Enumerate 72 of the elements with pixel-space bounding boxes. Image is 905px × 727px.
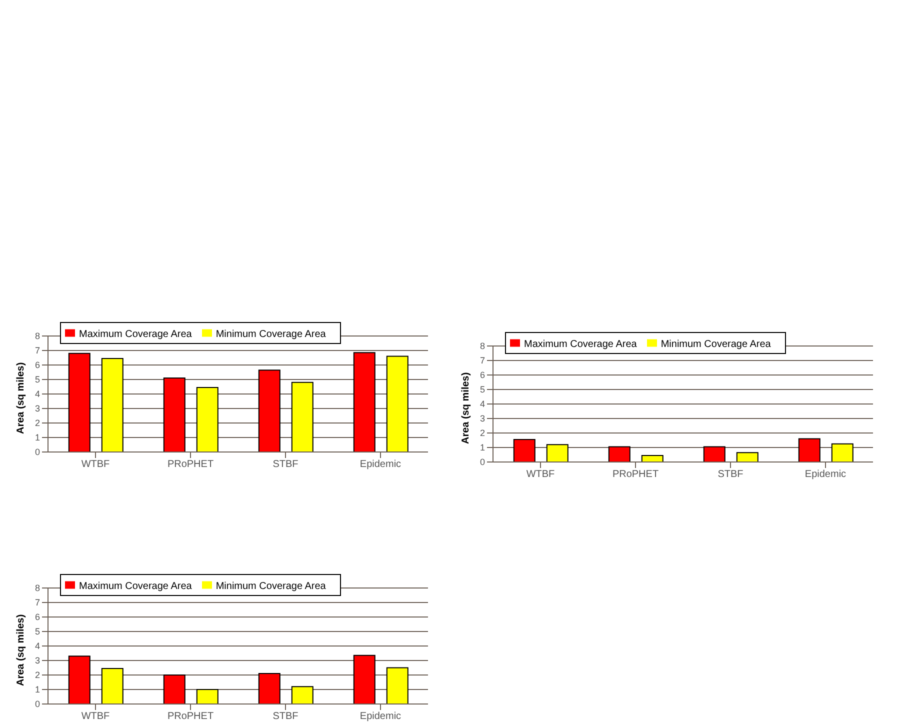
y-tick-label: 7 <box>34 346 40 356</box>
y-tick-label: 0 <box>480 457 485 468</box>
y-tick-label: 5 <box>34 626 40 637</box>
y-tick-label: 2 <box>34 670 40 680</box>
y-tick-label: 0 <box>34 447 40 458</box>
y-tick-label: 2 <box>480 428 485 438</box>
bar <box>258 370 280 452</box>
y-tick-label: 8 <box>34 583 40 594</box>
y-tick-label: 2 <box>34 418 40 428</box>
y-tick-label: 1 <box>34 684 40 695</box>
bar <box>101 668 124 704</box>
bar <box>386 667 408 704</box>
x-tick-label: STBF <box>272 459 298 470</box>
x-tick-label: PRoPHET <box>167 459 214 470</box>
y-tick-label: 4 <box>34 641 40 652</box>
y-tick-label: 7 <box>480 356 485 366</box>
y-tick-label: 5 <box>480 384 485 395</box>
y-tick-label: 3 <box>34 404 40 414</box>
bar <box>353 654 376 704</box>
y-tick-label: 5 <box>34 374 40 385</box>
x-tick-label: STBF <box>718 469 744 480</box>
y-tick-label: 4 <box>34 389 40 400</box>
bar <box>258 673 280 704</box>
bar <box>703 446 726 462</box>
y-tick-label: 6 <box>34 612 40 622</box>
bar <box>798 438 820 462</box>
x-tick-label: Epidemic <box>360 711 402 722</box>
bar <box>163 674 186 704</box>
x-tick-label: WTBF <box>81 459 110 470</box>
y-tick-label: 8 <box>480 341 485 352</box>
y-axis-title: Area (sq miles) <box>16 614 27 686</box>
bar <box>291 382 314 452</box>
x-tick-label: STBF <box>272 711 298 722</box>
bar <box>101 358 124 452</box>
bar <box>641 454 664 462</box>
x-tick-label: PRoPHET <box>612 469 659 480</box>
y-tick-label: 3 <box>480 414 485 424</box>
bar <box>163 378 186 452</box>
bar <box>831 443 854 462</box>
legend-label: Minimum Coverage Area <box>660 339 771 350</box>
bar <box>386 356 408 452</box>
x-tick-label: WTBF <box>81 711 110 722</box>
y-tick-label: 6 <box>34 360 40 370</box>
legend-label: Minimum Coverage Area <box>216 581 326 592</box>
y-tick-label: 7 <box>34 598 40 608</box>
y-axis-title: Area (sq miles) <box>16 362 27 434</box>
legend-label: Maximum Coverage Area <box>79 581 192 592</box>
y-tick-label: 3 <box>34 656 40 666</box>
bar <box>68 656 90 704</box>
legend-label: Maximum Coverage Area <box>79 329 192 340</box>
bar <box>736 452 758 462</box>
legend-label: Minimum Coverage Area <box>216 329 326 340</box>
legend-label: Maximum Coverage Area <box>524 339 637 350</box>
x-tick-label: Epidemic <box>360 459 402 470</box>
y-tick-label: 4 <box>480 399 485 410</box>
bar <box>196 386 218 452</box>
y-tick-label: 1 <box>480 442 485 453</box>
x-tick-label: WTBF <box>526 469 555 480</box>
bar <box>546 444 568 462</box>
y-tick-label: 6 <box>480 370 485 380</box>
y-axis-title: Area (sq miles) <box>460 372 472 444</box>
y-tick-label: 8 <box>34 331 40 342</box>
bar <box>196 689 218 704</box>
bar <box>353 352 376 452</box>
y-tick-label: 1 <box>34 432 40 443</box>
x-tick-label: PRoPHET <box>167 711 214 722</box>
bar <box>608 446 630 462</box>
bar <box>68 352 90 452</box>
bar <box>513 439 536 462</box>
x-tick-label: Epidemic <box>804 469 846 480</box>
y-tick-label: 0 <box>34 699 40 710</box>
bar <box>291 686 314 704</box>
